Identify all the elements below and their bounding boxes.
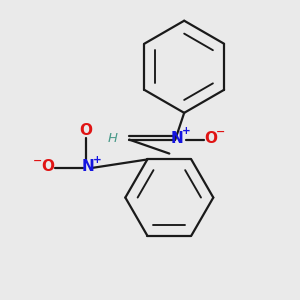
Text: O: O bbox=[80, 123, 93, 138]
Text: O: O bbox=[42, 159, 55, 174]
Text: −: − bbox=[216, 127, 225, 137]
Text: N: N bbox=[81, 159, 94, 174]
Text: O: O bbox=[204, 130, 217, 146]
Text: H: H bbox=[108, 132, 118, 145]
Text: −: − bbox=[33, 155, 42, 165]
Text: +: + bbox=[93, 155, 102, 165]
Text: N: N bbox=[170, 130, 183, 146]
Text: +: + bbox=[182, 126, 191, 136]
